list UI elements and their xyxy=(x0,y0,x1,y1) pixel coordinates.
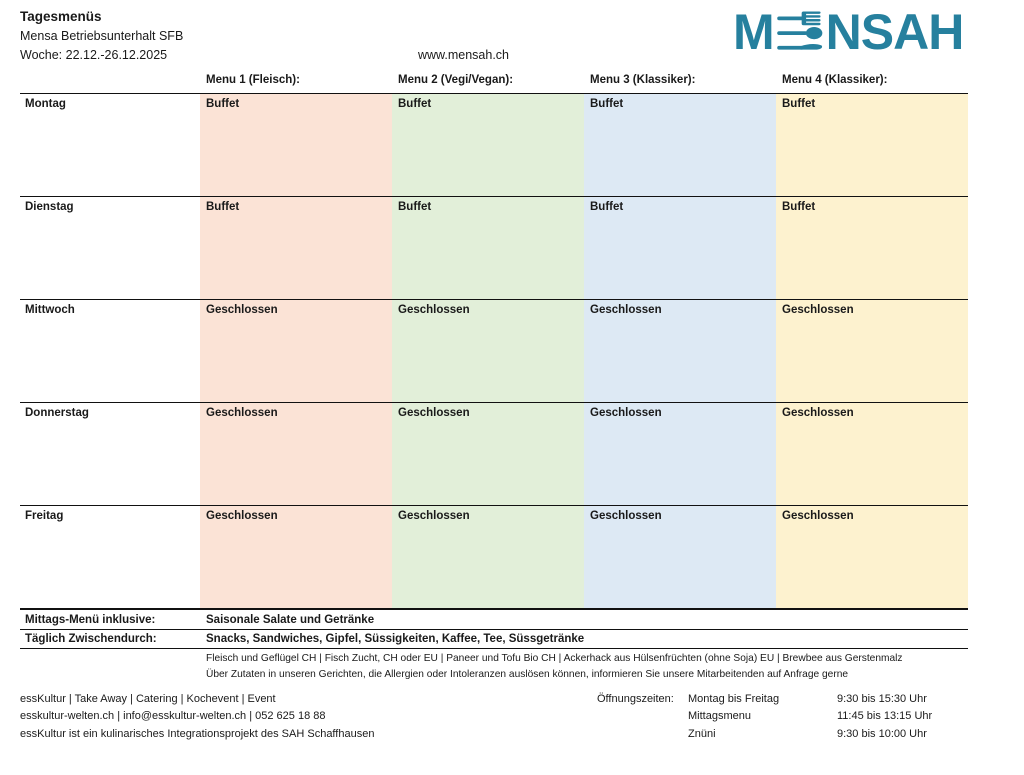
menu-cell: Geschlossen xyxy=(776,403,968,505)
mensah-logo: M NSAH xyxy=(733,4,965,60)
ingredient-origin-note: Fleisch und Geflügel CH | Fisch Zucht, C… xyxy=(206,651,903,682)
menu-cell: Buffet xyxy=(200,197,392,299)
menu-cell: Buffet xyxy=(776,197,968,299)
column-header-menu3: Menu 3 (Klassiker): xyxy=(590,74,696,86)
table-row-dienstag: Dienstag Buffet Buffet Buffet Buffet xyxy=(20,196,968,299)
menu-cell: Geschlossen xyxy=(776,300,968,402)
website-url: www.mensah.ch xyxy=(418,48,510,62)
week-range: Woche: 22.12.-26.12.2025 xyxy=(20,48,168,62)
menu-cell: Geschlossen xyxy=(200,300,392,402)
menu-cell: Geschlossen xyxy=(392,300,584,402)
day-label: Montag xyxy=(20,94,200,196)
menu-cell: Buffet xyxy=(392,197,584,299)
menu-cell: Buffet xyxy=(200,94,392,196)
hours-time: 11:45 bis 13:15 Uhr xyxy=(837,710,933,723)
lunch-included-value: Saisonale Salate und Getränke xyxy=(206,613,375,626)
menu-cell: Geschlossen xyxy=(584,506,776,608)
hours-name: Mittagsmenu xyxy=(688,710,751,723)
lunch-included-label: Mittags-Menü inklusive: xyxy=(25,613,156,626)
day-column-spacer xyxy=(20,74,200,86)
logo-letters-nsah: NSAH xyxy=(825,4,965,60)
table-row-freitag: Freitag Geschlossen Geschlossen Geschlos… xyxy=(20,505,968,608)
menu-cell: Geschlossen xyxy=(392,403,584,505)
allergen-line: Über Zutaten in unseren Gerichten, die A… xyxy=(206,667,849,680)
menu-cell: Buffet xyxy=(392,94,584,196)
footer-contact-block: essKultur | Take Away | Catering | Koche… xyxy=(20,691,374,743)
daily-snacks-row: Täglich Zwischendurch: Snacks, Sandwiche… xyxy=(20,629,968,649)
day-label: Mittwoch xyxy=(20,300,200,402)
menu-cell: Geschlossen xyxy=(200,403,392,505)
opening-hours-block: Öffnungszeiten: Montag bis Freitag 9:30 … xyxy=(597,691,932,743)
table-row-montag: Montag Buffet Buffet Buffet Buffet xyxy=(20,93,968,196)
hours-time: 9:30 bis 10:00 Uhr xyxy=(837,727,927,740)
menu-cell: Geschlossen xyxy=(776,506,968,608)
daily-snacks-label: Täglich Zwischendurch: xyxy=(25,633,157,645)
column-header-menu2: Menu 2 (Vegi/Vegan): xyxy=(398,74,514,86)
subtitle: Mensa Betriebsunterhalt SFB xyxy=(20,29,184,43)
daily-snacks-value: Snacks, Sandwiches, Gipfel, Süssigkeiten… xyxy=(206,633,585,645)
column-header-menu1: Menu 1 (Fleisch): xyxy=(206,74,300,86)
footer-project-line: essKultur ist ein kulinarisches Integrat… xyxy=(20,727,375,740)
menu-table: Montag Buffet Buffet Buffet Buffet Diens… xyxy=(20,93,968,649)
table-row-donnerstag: Donnerstag Geschlossen Geschlossen Gesch… xyxy=(20,402,968,505)
menu-cell: Geschlossen xyxy=(200,506,392,608)
hours-time: 9:30 bis 15:30 Uhr xyxy=(837,693,927,705)
table-row-mittwoch: Mittwoch Geschlossen Geschlossen Geschlo… xyxy=(20,299,968,402)
menu-cell: Geschlossen xyxy=(584,403,776,505)
lunch-included-row: Mittags-Menü inklusive: Saisonale Salate… xyxy=(20,608,968,629)
page-title: Tagesmenüs xyxy=(20,9,102,24)
menu-cell: Buffet xyxy=(584,94,776,196)
column-header-menu4: Menu 4 (Klassiker): xyxy=(782,74,888,86)
menu-cell: Geschlossen xyxy=(392,506,584,608)
day-label: Freitag xyxy=(20,506,200,608)
menu-cell: Buffet xyxy=(584,197,776,299)
day-label: Donnerstag xyxy=(20,403,200,505)
footer-contact-line: esskultur-welten.ch | info@esskultur-wel… xyxy=(20,710,326,723)
menu-column-headers: Menu 1 (Fleisch): Menu 2 (Vegi/Vegan): M… xyxy=(20,74,968,86)
origin-line: Fleisch und Geflügel CH | Fisch Zucht, C… xyxy=(206,652,903,664)
footer-services-line: essKultur | Take Away | Catering | Koche… xyxy=(20,693,276,705)
hours-name: Montag bis Freitag xyxy=(688,693,780,705)
day-label: Dienstag xyxy=(20,197,200,299)
fork-spoon-knife-e-icon xyxy=(776,11,823,56)
hours-name: Znüni xyxy=(688,727,716,740)
logo-letter-m: M xyxy=(733,4,775,60)
menu-cell: Buffet xyxy=(776,94,968,196)
opening-hours-label: Öffnungszeiten: xyxy=(597,693,674,705)
menu-cell: Geschlossen xyxy=(584,300,776,402)
